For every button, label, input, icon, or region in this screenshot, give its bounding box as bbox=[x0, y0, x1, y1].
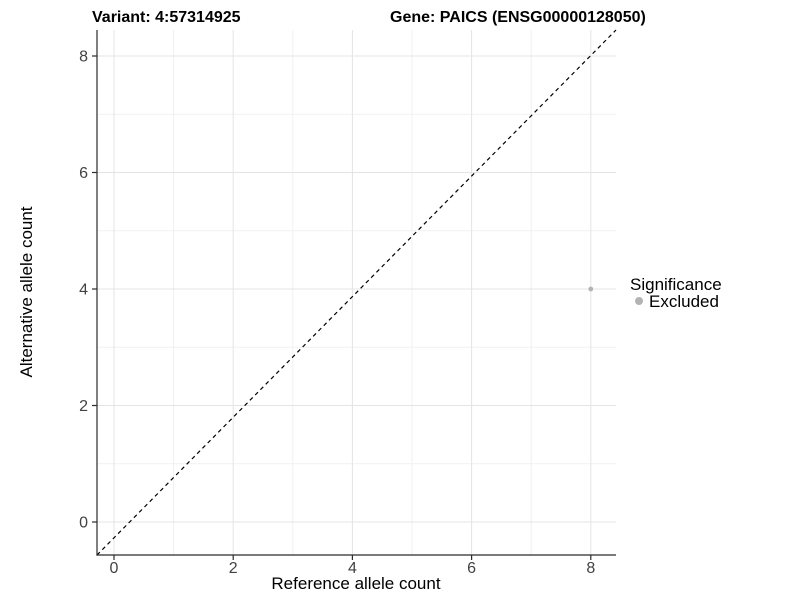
legend: Significance Excluded bbox=[630, 275, 722, 311]
y-axis-title: Alternative allele count bbox=[17, 206, 36, 377]
data-points bbox=[588, 286, 594, 292]
plot-title-variant: Variant: 4:57314925 bbox=[92, 9, 241, 26]
x-axis-title: Reference allele count bbox=[271, 574, 440, 593]
y-tick-label-6: 6 bbox=[79, 165, 88, 182]
axis-tick-labels: 0 2 4 6 8 0 2 4 6 8 bbox=[79, 49, 595, 578]
minor-gridlines bbox=[97, 30, 616, 555]
plot-title-gene: Gene: PAICS (ENSG00000128050) bbox=[390, 9, 646, 26]
y-tick-label-8: 8 bbox=[79, 49, 88, 66]
data-point-excluded-8-4 bbox=[588, 286, 594, 292]
y-tick-label-2: 2 bbox=[79, 398, 88, 415]
major-gridlines bbox=[97, 30, 616, 555]
x-tick-label-4: 4 bbox=[348, 560, 357, 577]
axis-tick-marks bbox=[92, 55, 592, 560]
identity-reference-line bbox=[96, 29, 617, 556]
x-tick-label-2: 2 bbox=[229, 560, 238, 577]
x-tick-label-8: 8 bbox=[586, 560, 595, 577]
legend-item-excluded-label: Excluded bbox=[649, 292, 719, 311]
x-tick-label-6: 6 bbox=[467, 560, 476, 577]
x-tick-label-0: 0 bbox=[110, 560, 119, 577]
legend-key-excluded-dot-icon bbox=[635, 297, 643, 305]
y-tick-label-4: 4 bbox=[79, 282, 88, 299]
legend-title: Significance bbox=[630, 275, 722, 294]
y-tick-label-0: 0 bbox=[79, 515, 88, 532]
